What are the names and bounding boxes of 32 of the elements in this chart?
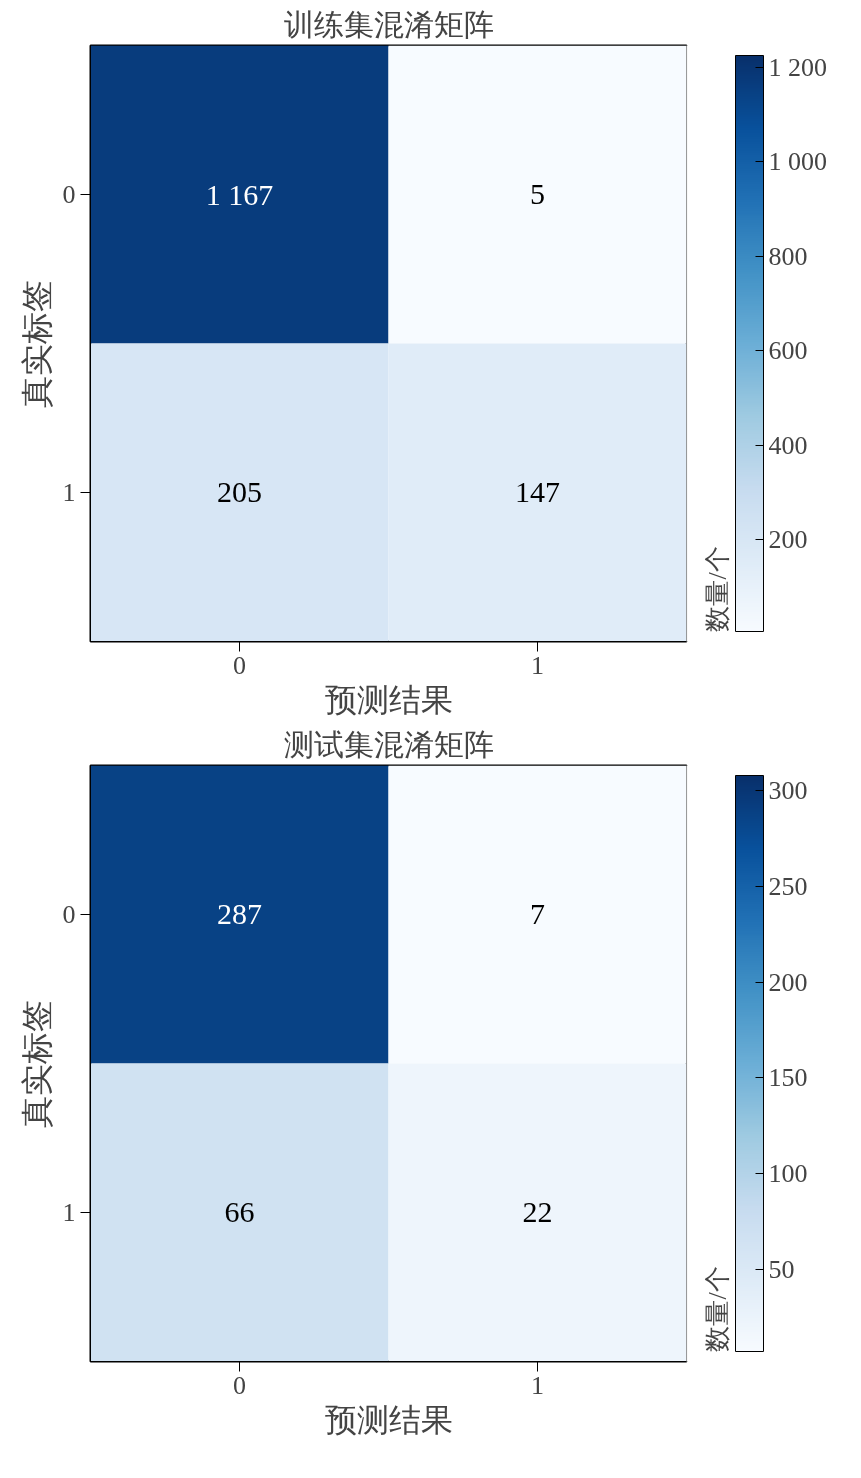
color-bar-label: 200 [768,524,808,554]
data-label: 7 [530,897,545,930]
y-tick-label: 0 [62,900,76,929]
color-bar-label: 300 [768,776,808,806]
color-bar-title: 数量/个 [702,546,732,632]
y-tick-label: 0 [62,180,76,209]
color-bar-label: 50 [768,1254,795,1284]
chart-title: 训练集混淆矩阵 [283,7,494,41]
color-bar-label: 800 [768,241,808,271]
y-tick-label: 1 [62,1198,76,1227]
data-label: 22 [522,1195,553,1228]
color-bar-label: 1 000 [768,147,827,177]
data-label: 1 167 [205,178,274,211]
color-bar-label: 250 [768,871,808,901]
color-bar-label: 100 [768,1159,808,1189]
color-bar-title: 数量/个 [702,1266,732,1352]
color-bar-label: 400 [768,430,808,460]
data-label: 205 [217,475,262,508]
color-bar-label: 1 200 [768,52,827,82]
color-bar-label: 150 [768,1063,808,1093]
chart-title: 测试集混淆矩阵 [283,727,494,761]
data-label: 5 [530,177,545,210]
y-tick-label: 1 [62,478,76,507]
y-axis-title: 真实标签 [18,279,55,408]
data-label: 147 [515,475,560,508]
x-axis-title: 预测结果 [324,681,453,718]
color-bar-label: 200 [768,967,808,997]
data-label: 66 [224,1195,255,1228]
data-label: 287 [217,897,262,930]
color-bar-label: 600 [768,336,808,366]
y-axis-title: 真实标签 [18,999,55,1128]
x-axis-title: 预测结果 [324,1401,453,1438]
